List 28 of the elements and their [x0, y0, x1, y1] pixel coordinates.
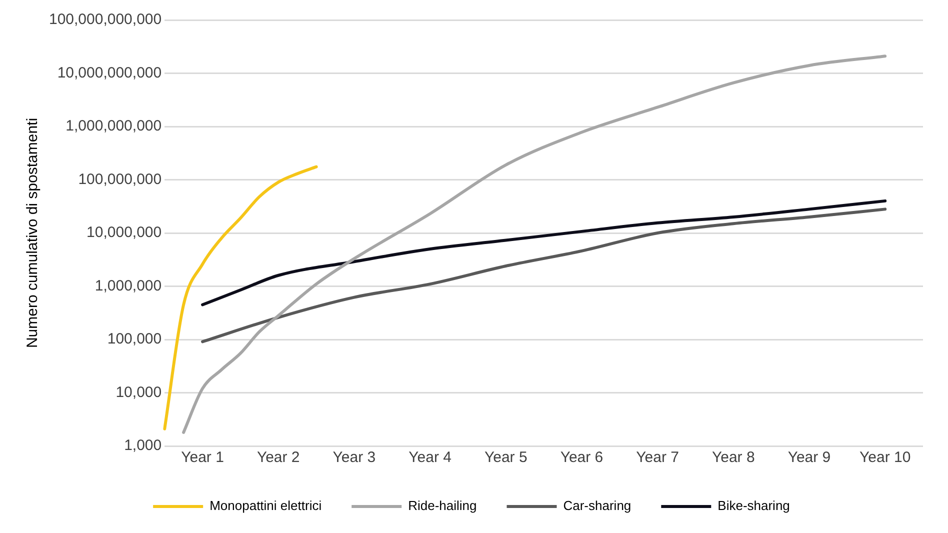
x-tick-label: Year 6	[560, 449, 604, 466]
x-tick-label: Year 5	[484, 449, 528, 466]
x-tick-label: Year 10	[859, 449, 911, 466]
y-tick-label: 10,000,000,000	[57, 64, 162, 82]
line-series	[163, 165, 318, 430]
line-series	[201, 208, 887, 344]
y-tick-label: 1,000,000,000	[66, 118, 162, 135]
y-tick-label: 100,000,000	[78, 170, 162, 188]
y-axis-title: Numero cumulativo di spostamenti	[24, 118, 42, 348]
x-tick-label: Year 8	[712, 449, 755, 466]
y-tick-label: 100,000	[107, 330, 162, 348]
legend-label: Ride-hailing	[408, 498, 477, 514]
x-tick-label: Year 9	[788, 449, 831, 466]
x-tick-label: Year 1	[181, 449, 224, 466]
legend-label: Bike-sharing	[718, 498, 790, 514]
y-tick-label: 1,000	[124, 437, 162, 454]
x-tick-label: Year 7	[636, 449, 679, 466]
y-tick-label: 10,000,000	[86, 224, 162, 242]
y-tick-label: 10,000	[116, 384, 162, 401]
legend-label: Monopattini elettrici	[210, 498, 322, 514]
x-tick-label: Year 3	[332, 449, 376, 466]
y-tick-label: 100,000,000,000	[48, 11, 162, 28]
line-series	[201, 199, 887, 306]
line-series	[182, 54, 887, 434]
x-tick-label: Year 4	[408, 449, 452, 466]
y-tick-label: 1,000,000	[94, 277, 162, 294]
legend-label: Car-sharing	[563, 498, 632, 514]
x-tick-label: Year 2	[256, 449, 300, 466]
